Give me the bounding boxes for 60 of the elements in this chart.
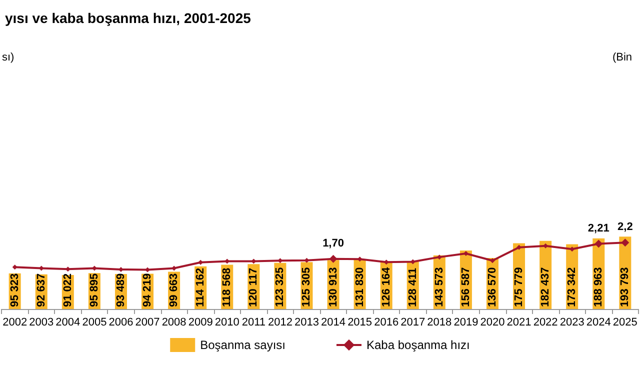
data-label: 182 437 [540, 267, 552, 307]
x-tick-label: 2017 [400, 316, 426, 328]
data-label: 188 963 [592, 267, 605, 307]
data-label: 114 162 [194, 268, 207, 307]
text: sı) [2, 52, 14, 64]
data-label: 93 489 [114, 273, 127, 307]
x-tick-label: 2014 [321, 316, 346, 328]
x-tick-label: 2010 [214, 316, 240, 328]
data-label: 1,70 [322, 237, 344, 250]
data-label: 91 022 [62, 273, 74, 307]
data-label: 130 913 [327, 267, 340, 307]
x-tick-label: 2020 [480, 316, 505, 328]
point [12, 264, 18, 270]
x-tick-label: 2006 [108, 316, 134, 328]
point [490, 258, 495, 264]
x-tick-label: 2012 [268, 316, 292, 328]
x-tick-label: 2002 [2, 316, 28, 328]
text: (Bin [612, 52, 632, 64]
point [570, 246, 575, 252]
data-label: 94 219 [142, 273, 154, 307]
x-tick-label: 2021 [506, 316, 532, 328]
x-tick-label: 2015 [348, 316, 372, 328]
point [172, 266, 177, 271]
x-tick-label: 2003 [29, 316, 54, 328]
x-tick-label: 2013 [294, 316, 319, 328]
x-tick-label: 2008 [162, 316, 186, 328]
chart-title: yısı ve kaba boşanma hızı, 2001-2025 [5, 10, 252, 26]
data-label: 156 587 [460, 267, 472, 307]
x-tick-label: 2022 [533, 316, 558, 328]
data-label: 175 779 [513, 267, 526, 307]
x-tick-label: 2018 [427, 316, 452, 328]
data-label: 99 663 [168, 273, 180, 307]
data-label: 193 793 [619, 267, 632, 307]
x-tick-label: 2025 [612, 316, 638, 328]
data-label: 123 325 [274, 267, 286, 307]
data-label: 118 568 [221, 268, 234, 307]
data-label: 95 323 [8, 273, 21, 307]
data-label: 173 342 [566, 267, 578, 307]
data-label: 95 895 [88, 273, 100, 307]
x-tick-label: 2009 [188, 316, 213, 328]
x-tick-label: 2007 [135, 316, 160, 328]
legend-label: Boşanma sayısı [200, 338, 286, 352]
x-tick-label: 2005 [82, 316, 107, 328]
x-tick-label: 2024 [586, 316, 611, 328]
data-label: 2,2 [618, 221, 633, 234]
x-tick-label: 2016 [374, 316, 399, 328]
legend-label: Kaba boşanma hızı [366, 338, 470, 352]
data-label: 126 164 [380, 266, 392, 307]
x-tick-label: 2011 [242, 316, 266, 328]
x-tick-label: 2019 [454, 316, 478, 328]
x-tick-label: 2023 [560, 316, 584, 328]
data-label: 143 573 [433, 267, 446, 307]
data-label: 128 411 [406, 268, 419, 307]
data-label: 125 305 [300, 267, 313, 307]
data-label: 2,21 [588, 222, 610, 234]
x-tick-label: 2004 [56, 316, 80, 328]
data-label: 92 637 [35, 273, 48, 307]
data-label: 131 830 [354, 267, 366, 307]
data-label: 120 117 [248, 268, 260, 307]
data-label: 136 570 [486, 267, 498, 307]
